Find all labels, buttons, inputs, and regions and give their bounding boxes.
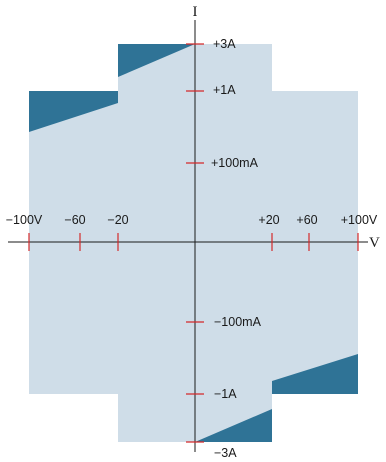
y-axis-label: I xyxy=(193,4,198,20)
x-tick-label: +60 xyxy=(296,213,317,227)
x-tick-label: −20 xyxy=(107,213,128,227)
highlight-region-top-left-lower xyxy=(29,91,118,132)
x-tick-label: −100V xyxy=(6,213,43,227)
highlight-region-bottom-right-lower xyxy=(195,409,272,442)
x-tick-label: +20 xyxy=(258,213,279,227)
highlight-region-bottom-right-upper xyxy=(272,354,358,394)
highlight-region-top-left-upper xyxy=(118,44,195,77)
y-tick-label: −100mA xyxy=(214,315,262,329)
y-tick-label: +100mA xyxy=(211,156,259,170)
y-tick-label: +3A xyxy=(213,37,236,51)
y-tick-label: +1A xyxy=(213,83,236,97)
y-tick-label: −1A xyxy=(214,387,237,401)
x-tick-label: −60 xyxy=(64,213,85,227)
x-tick-label: +100V xyxy=(341,213,378,227)
x-axis-label: V xyxy=(369,235,380,251)
y-tick-label: −3A xyxy=(214,446,237,460)
operating-region xyxy=(29,44,358,442)
